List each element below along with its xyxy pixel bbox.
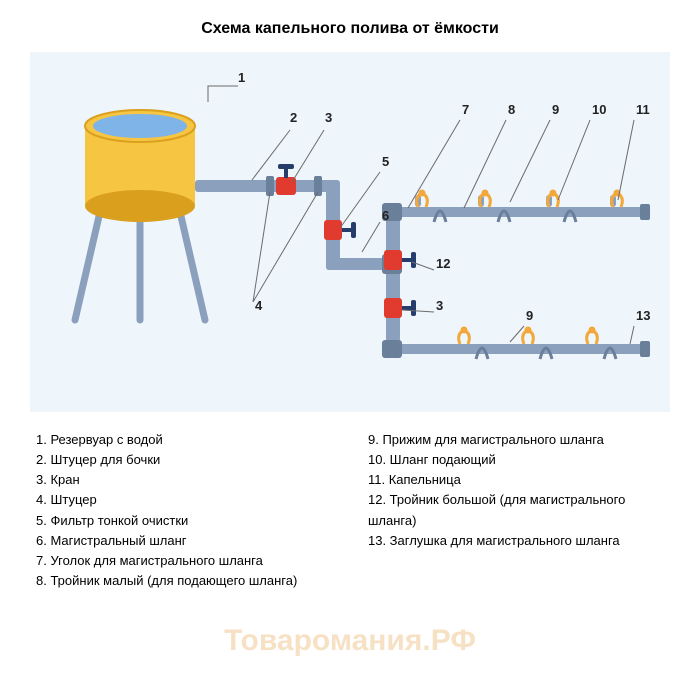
legend-item: 6. Магистральный шланг bbox=[36, 531, 332, 551]
legend-item: 13. Заглушка для магистрального шланга bbox=[368, 531, 664, 551]
legend-item: 7. Уголок для магистрального шланга bbox=[36, 551, 332, 571]
svg-text:11: 11 bbox=[636, 102, 650, 117]
svg-text:1: 1 bbox=[238, 70, 245, 85]
watermark: Товаромания.РФ bbox=[224, 624, 476, 658]
legend: 1. Резервуар с водой2. Штуцер для бочки3… bbox=[0, 412, 700, 591]
legend-item: 5. Фильтр тонкой очистки bbox=[36, 511, 332, 531]
legend-item: 9. Прижим для магистрального шланга bbox=[368, 430, 664, 450]
svg-text:3: 3 bbox=[325, 110, 332, 125]
svg-text:10: 10 bbox=[592, 102, 606, 117]
svg-text:9: 9 bbox=[552, 102, 559, 117]
svg-text:4: 4 bbox=[255, 298, 263, 313]
legend-item: 4. Штуцер bbox=[36, 490, 332, 510]
diagram-svg: 1234567899101112313 bbox=[30, 52, 670, 412]
svg-text:2: 2 bbox=[290, 110, 297, 125]
page-title: Схема капельного полива от ёмкости bbox=[0, 0, 700, 52]
svg-text:12: 12 bbox=[436, 256, 450, 271]
legend-item: 3. Кран bbox=[36, 470, 332, 490]
legend-item: 8. Тройник малый (для подающего шланга) bbox=[36, 571, 332, 591]
svg-text:3: 3 bbox=[436, 298, 443, 313]
svg-text:8: 8 bbox=[508, 102, 515, 117]
svg-text:7: 7 bbox=[462, 102, 469, 117]
legend-col-right: 9. Прижим для магистрального шланга10. Ш… bbox=[368, 430, 664, 591]
legend-col-left: 1. Резервуар с водой2. Штуцер для бочки3… bbox=[36, 430, 332, 591]
svg-text:5: 5 bbox=[382, 154, 389, 169]
legend-item: 12. Тройник большой (для магистрального … bbox=[368, 490, 664, 530]
svg-text:13: 13 bbox=[636, 308, 650, 323]
svg-text:9: 9 bbox=[526, 308, 533, 323]
svg-text:6: 6 bbox=[382, 208, 389, 223]
legend-item: 1. Резервуар с водой bbox=[36, 430, 332, 450]
legend-item: 2. Штуцер для бочки bbox=[36, 450, 332, 470]
legend-item: 10. Шланг подающий bbox=[368, 450, 664, 470]
legend-item: 11. Капельница bbox=[368, 470, 664, 490]
diagram-panel: 1234567899101112313 bbox=[30, 52, 670, 412]
